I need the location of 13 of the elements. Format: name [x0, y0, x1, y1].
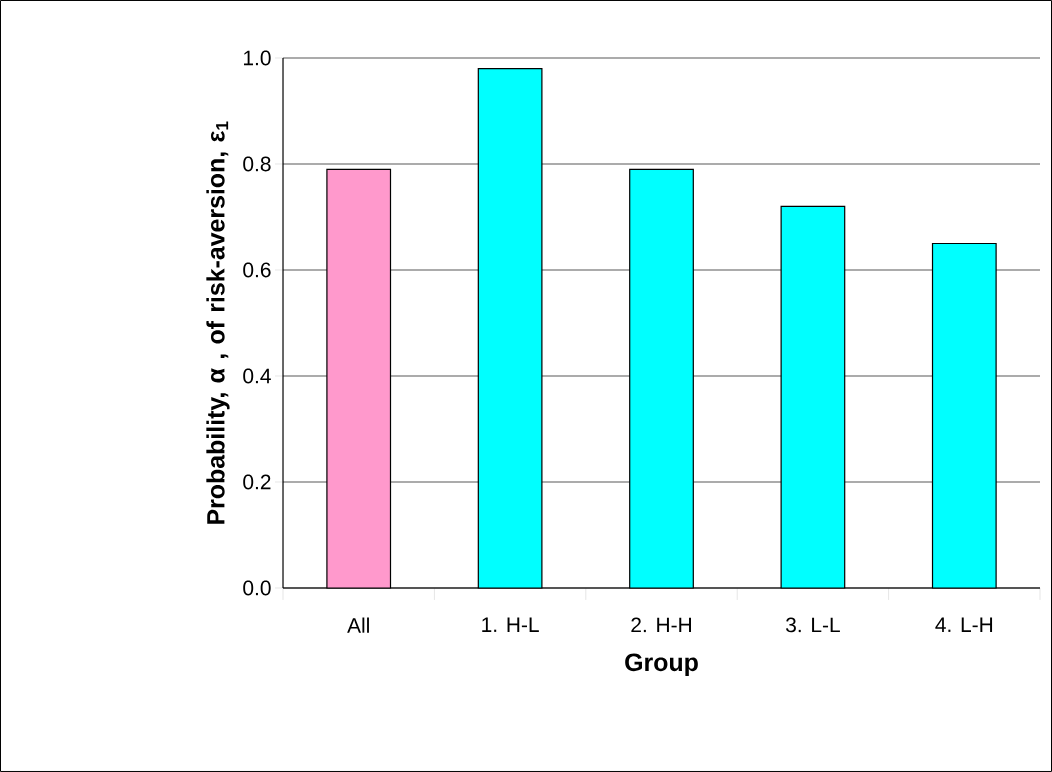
- x-tick-label: 3. L-L: [785, 617, 840, 633]
- y-tick-label: 0.0: [243, 580, 271, 596]
- y-axis-title: Probability, α , of risk-aversion, ε$_{1}$: [206, 121, 230, 524]
- x-tick-label: 1. H-L: [482, 617, 539, 632]
- y-tick-label: 0.6: [243, 262, 271, 278]
- x-tick-label: 4. L-H: [935, 617, 993, 632]
- y-tick-label: 0.4: [243, 368, 271, 384]
- y-tick-label: 0.8: [243, 156, 271, 172]
- y-tick-label: 1.0: [244, 50, 271, 66]
- x-tick-label: All: [347, 617, 369, 633]
- x-tick-label: 2. H-H: [631, 617, 691, 633]
- x-axis-title: Group: [625, 653, 698, 677]
- y-tick-label: 0.2: [243, 474, 271, 490]
